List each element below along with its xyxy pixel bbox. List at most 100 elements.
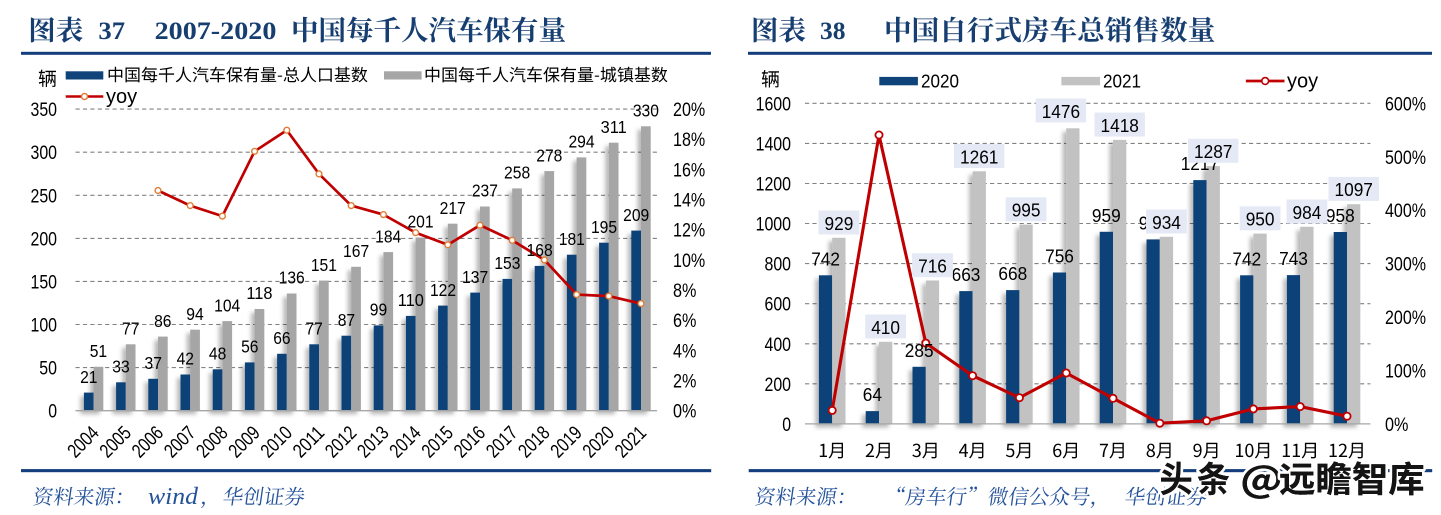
- svg-text:1097: 1097: [1335, 180, 1373, 200]
- svg-text:181: 181: [559, 229, 585, 249]
- svg-text:37: 37: [98, 16, 125, 45]
- svg-text:100%: 100%: [1385, 361, 1426, 383]
- svg-text:237: 237: [472, 181, 498, 201]
- svg-text:330: 330: [633, 101, 659, 121]
- svg-text:200: 200: [31, 228, 58, 250]
- svg-text:150: 150: [31, 271, 58, 293]
- svg-text:184: 184: [375, 226, 401, 246]
- svg-text:yoy: yoy: [106, 86, 137, 108]
- svg-text:984: 984: [1293, 203, 1322, 223]
- svg-text:6%: 6%: [673, 310, 696, 332]
- svg-text:37: 37: [145, 353, 162, 373]
- svg-text:wind: wind: [148, 484, 199, 510]
- svg-text:38: 38: [820, 16, 846, 45]
- svg-text:118: 118: [246, 283, 272, 303]
- svg-text:959: 959: [1092, 206, 1121, 226]
- svg-text:300%: 300%: [1385, 254, 1426, 276]
- svg-text:285: 285: [905, 341, 934, 361]
- svg-text:209: 209: [623, 205, 649, 225]
- svg-text:136: 136: [279, 268, 305, 288]
- svg-text:77: 77: [305, 319, 322, 339]
- svg-text:300: 300: [31, 142, 58, 164]
- svg-text:64: 64: [863, 385, 882, 405]
- svg-text:800: 800: [765, 254, 792, 276]
- svg-text:1200: 1200: [756, 174, 792, 196]
- svg-text:200%: 200%: [1385, 307, 1426, 329]
- svg-text:742: 742: [1232, 249, 1261, 269]
- svg-text:1400: 1400: [756, 133, 792, 155]
- svg-text:21: 21: [80, 367, 97, 387]
- svg-text:995: 995: [1012, 201, 1041, 221]
- svg-text:4%: 4%: [673, 340, 696, 362]
- svg-text:668: 668: [998, 264, 1027, 284]
- svg-text:87: 87: [338, 310, 355, 330]
- svg-text:66: 66: [273, 328, 290, 348]
- svg-text:50: 50: [39, 358, 57, 380]
- svg-text:8%: 8%: [673, 280, 696, 302]
- svg-text:1261: 1261: [960, 147, 998, 167]
- svg-text:200: 200: [765, 374, 792, 396]
- svg-text:122: 122: [430, 280, 456, 300]
- svg-text:258: 258: [504, 163, 530, 183]
- svg-text:410: 410: [871, 318, 900, 338]
- svg-text:167: 167: [343, 241, 369, 261]
- svg-text:99: 99: [370, 300, 387, 320]
- svg-text:278: 278: [536, 145, 562, 165]
- svg-text:743: 743: [1279, 249, 1308, 269]
- svg-text:42: 42: [177, 349, 194, 369]
- svg-text:195: 195: [591, 217, 617, 237]
- svg-text:217: 217: [440, 198, 466, 218]
- svg-text:716: 716: [918, 257, 947, 277]
- svg-text:1000: 1000: [756, 214, 792, 236]
- svg-text:0%: 0%: [1385, 414, 1408, 436]
- svg-text:929: 929: [825, 214, 854, 234]
- svg-text:48: 48: [209, 344, 226, 364]
- svg-text:0: 0: [782, 414, 791, 436]
- svg-text:400: 400: [765, 334, 792, 356]
- svg-text:0%: 0%: [673, 401, 696, 423]
- svg-text:958: 958: [1326, 206, 1355, 226]
- svg-text:1287: 1287: [1194, 142, 1232, 162]
- svg-text:yoy: yoy: [1287, 71, 1318, 93]
- svg-text:16%: 16%: [673, 159, 705, 181]
- svg-text:950: 950: [1246, 210, 1275, 230]
- svg-text:100: 100: [31, 315, 58, 337]
- svg-text:350: 350: [31, 99, 58, 121]
- svg-text:14%: 14%: [673, 190, 705, 212]
- svg-text:2020: 2020: [921, 72, 959, 92]
- svg-text:56: 56: [241, 337, 258, 357]
- svg-text:742: 742: [811, 249, 840, 269]
- svg-text:153: 153: [494, 253, 520, 273]
- svg-text:104: 104: [214, 295, 240, 315]
- svg-text:400%: 400%: [1385, 200, 1426, 222]
- svg-text:12%: 12%: [673, 220, 705, 242]
- svg-text:1476: 1476: [1042, 102, 1080, 122]
- svg-text:600: 600: [765, 294, 792, 316]
- svg-text:2021: 2021: [1103, 72, 1141, 92]
- svg-text:18%: 18%: [673, 129, 705, 151]
- svg-text:2007-2020: 2007-2020: [155, 16, 277, 45]
- svg-text:756: 756: [1045, 247, 1074, 267]
- svg-text:1600: 1600: [756, 93, 792, 115]
- svg-text:168: 168: [527, 240, 553, 260]
- svg-text:51: 51: [90, 341, 107, 361]
- svg-text:2%: 2%: [673, 371, 696, 393]
- svg-text:151: 151: [311, 255, 337, 275]
- svg-text:311: 311: [601, 117, 627, 137]
- svg-text:600%: 600%: [1385, 93, 1426, 115]
- svg-text:10%: 10%: [673, 250, 705, 272]
- svg-text:934: 934: [1152, 213, 1181, 233]
- svg-text:110: 110: [398, 290, 424, 310]
- svg-text:1418: 1418: [1101, 116, 1139, 136]
- svg-text:20%: 20%: [673, 99, 705, 121]
- svg-text:500%: 500%: [1385, 147, 1426, 169]
- svg-text:201: 201: [407, 212, 433, 232]
- svg-text:94: 94: [186, 304, 204, 324]
- svg-text:86: 86: [154, 311, 171, 331]
- svg-text:0: 0: [48, 401, 57, 423]
- svg-text:77: 77: [122, 319, 139, 339]
- svg-text:137: 137: [462, 267, 488, 287]
- svg-text:250: 250: [31, 185, 58, 207]
- svg-text:294: 294: [568, 132, 594, 152]
- svg-text:33: 33: [112, 357, 129, 377]
